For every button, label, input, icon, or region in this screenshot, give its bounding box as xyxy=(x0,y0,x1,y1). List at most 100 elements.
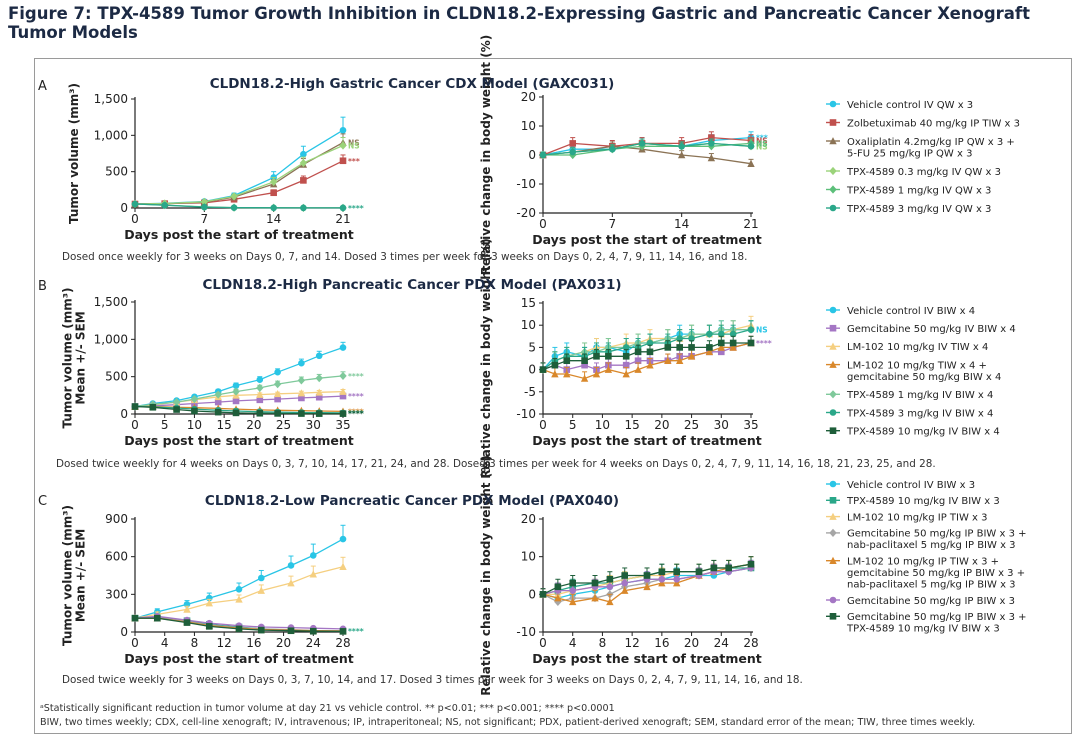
legend-marker xyxy=(829,360,837,368)
x-tick-label: 0 xyxy=(539,636,547,650)
significance-label: **** xyxy=(756,339,772,348)
data-point xyxy=(339,157,347,165)
data-point xyxy=(673,575,681,583)
data-point xyxy=(256,376,264,383)
x-tick-label: 20 xyxy=(654,418,669,432)
data-point xyxy=(191,400,198,407)
x-tick-label: 24 xyxy=(714,636,729,650)
footnote-significance: ᵃStatistically significant reduction in … xyxy=(40,703,615,714)
data-point xyxy=(605,352,612,360)
x-tick-label: 4 xyxy=(569,636,577,650)
data-point xyxy=(274,368,281,376)
x-tick-label: 20 xyxy=(276,636,291,650)
data-point xyxy=(591,594,599,602)
data-point xyxy=(676,344,683,351)
y-tick-label: 20 xyxy=(521,512,536,526)
panel-letter: A xyxy=(38,79,47,94)
data-point xyxy=(643,582,651,591)
legend-label: Oxaliplatin 4.2mg/kg IP QW x 3 + xyxy=(847,137,1015,148)
y-tick-label: 1,500 xyxy=(94,92,128,106)
legend-label: nab-paclitaxel 5 mg/kg IP BIW x 3 xyxy=(847,540,1016,551)
data-point xyxy=(201,203,208,211)
series-line xyxy=(134,144,344,205)
data-point xyxy=(131,403,139,410)
y-tick-label: -10 xyxy=(516,177,536,191)
data-point xyxy=(606,575,614,583)
data-point xyxy=(717,348,725,356)
significance-label: *** xyxy=(756,134,768,143)
data-point xyxy=(705,347,714,356)
legend-marker xyxy=(829,497,837,504)
data-point xyxy=(747,339,755,347)
data-point xyxy=(747,326,755,333)
data-point xyxy=(658,568,666,576)
x-axis-label: Days post the start of treatment xyxy=(532,651,762,666)
data-point xyxy=(708,134,715,141)
data-point xyxy=(149,403,157,411)
legend-label: Zolbetuximab 40 mg/kg IP TIW x 3 xyxy=(847,118,1020,129)
x-tick-label: 10 xyxy=(595,418,610,432)
legend-label: TPX-4589 10 mg/kg IV BIW x 3 xyxy=(846,496,1000,507)
x-tick-label: 12 xyxy=(625,636,640,650)
data-point xyxy=(664,344,672,351)
data-point xyxy=(706,344,713,351)
data-point xyxy=(274,395,281,403)
data-point xyxy=(646,361,654,369)
series-line xyxy=(542,328,751,371)
y-tick-label: 20 xyxy=(521,90,536,104)
data-point xyxy=(747,560,755,568)
x-tick-label: 28 xyxy=(743,636,758,650)
x-tick-label: 0 xyxy=(539,217,547,231)
legend-label: LM-102 10 mg/kg IP TIW x 3 + xyxy=(847,557,999,568)
data-point xyxy=(273,389,282,398)
x-tick-label: 14 xyxy=(674,217,689,231)
data-point xyxy=(287,562,295,569)
data-point xyxy=(287,579,295,587)
y-tick-label: -5 xyxy=(524,385,536,399)
significance-label: **** xyxy=(348,410,364,419)
data-point xyxy=(131,614,139,622)
y-tick-label: 10 xyxy=(521,119,536,133)
figure-frame xyxy=(34,58,1072,734)
data-point xyxy=(581,357,588,365)
data-point xyxy=(298,394,305,402)
x-tick-label: 24 xyxy=(306,636,321,650)
data-point xyxy=(339,371,347,381)
data-point xyxy=(634,365,642,373)
data-point xyxy=(339,141,347,150)
data-point xyxy=(274,410,281,417)
data-point xyxy=(710,564,718,572)
series-line xyxy=(134,538,344,619)
data-point xyxy=(634,357,642,365)
data-point xyxy=(339,392,347,400)
data-point xyxy=(580,374,589,382)
data-point xyxy=(717,330,725,338)
data-point xyxy=(297,389,306,397)
data-point xyxy=(300,150,307,158)
legend-marker xyxy=(829,166,837,176)
panel-title: CLDN18.2-Low Pancreatic Cancer PDX Model… xyxy=(205,493,619,509)
series-line xyxy=(134,160,344,205)
data-point xyxy=(257,574,265,582)
data-point xyxy=(339,126,347,134)
y-tick-label: 1,000 xyxy=(94,332,128,346)
legend-label: gemcitabine 50 mg/kg IP BIW x 3 + xyxy=(847,568,1025,579)
legend-label: Gemcitabine 50 mg/kg IP BIW x 3 + xyxy=(847,529,1027,540)
data-point xyxy=(339,410,347,417)
legend-marker xyxy=(829,185,837,194)
series-line xyxy=(542,328,752,371)
series-group xyxy=(131,116,347,208)
data-point xyxy=(214,398,222,406)
data-point xyxy=(232,409,240,417)
legend-marker xyxy=(829,528,837,537)
dosing-note: Dosed twice weekly for 3 weeks on Days 0… xyxy=(62,674,803,686)
significance-label: **** xyxy=(348,407,364,416)
y-axis-label: Mean +/- SEM xyxy=(74,529,88,622)
x-axis-label: Days post the start of treatment xyxy=(124,433,354,448)
y-axis-label: Relative change in body weight (%) xyxy=(479,455,493,695)
data-point xyxy=(609,145,616,153)
data-point xyxy=(688,344,695,351)
data-point xyxy=(235,595,243,603)
x-tick-label: 10 xyxy=(187,418,202,432)
